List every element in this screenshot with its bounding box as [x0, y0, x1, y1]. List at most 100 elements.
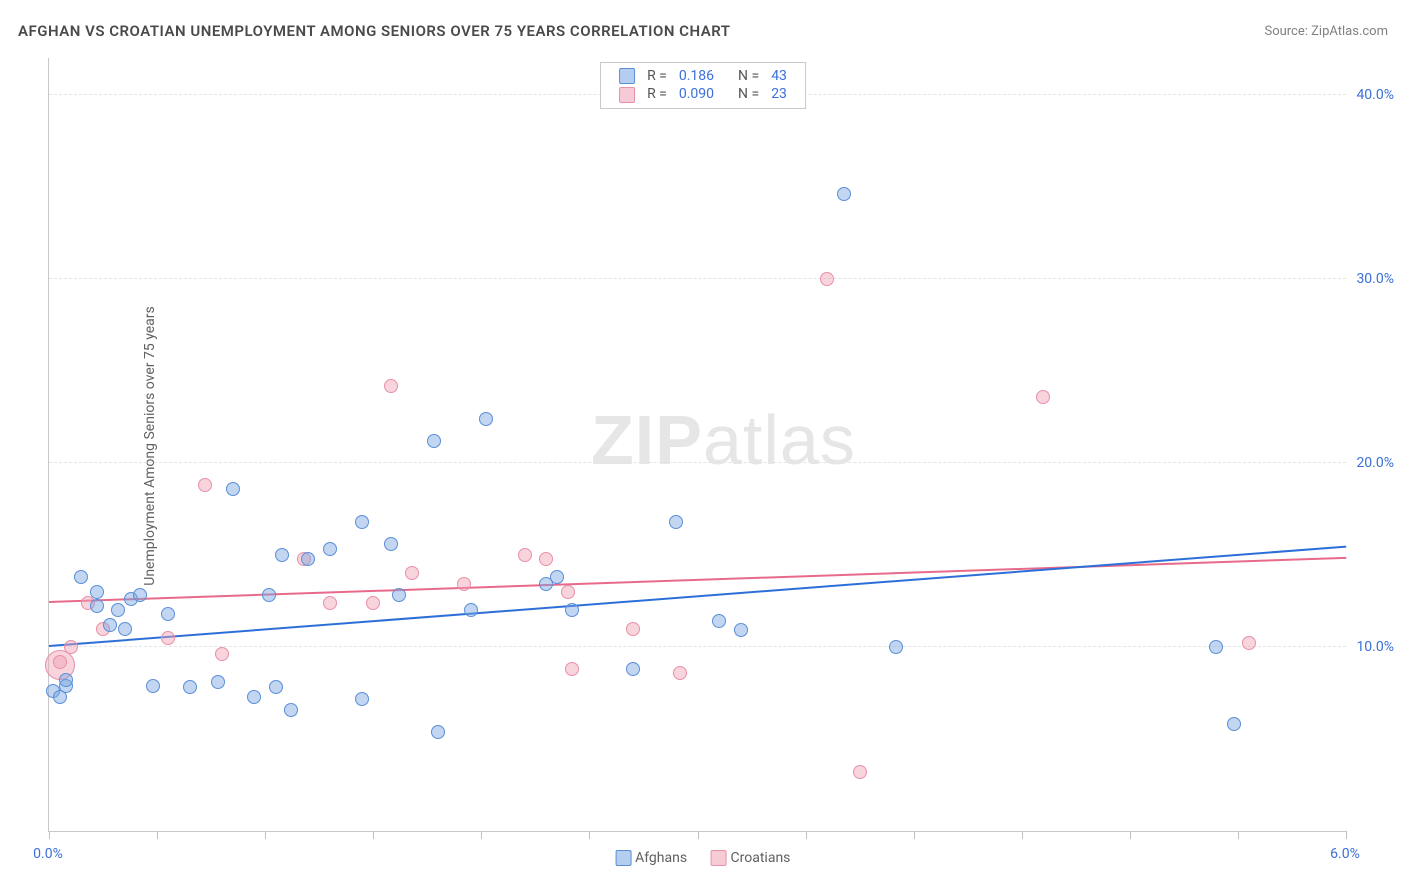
x-tick — [1130, 831, 1131, 839]
x-tick — [1346, 831, 1347, 839]
x-tick — [698, 831, 699, 839]
gridline — [49, 646, 1346, 647]
legend-label: Afghans — [635, 850, 687, 866]
data-point-blue — [1227, 717, 1241, 731]
data-point-pink — [853, 765, 867, 779]
data-point-blue — [301, 552, 315, 566]
header: AFGHAN VS CROATIAN UNEMPLOYMENT AMONG SE… — [18, 22, 1388, 40]
data-point-pink — [366, 596, 380, 610]
r-label: R = — [641, 85, 673, 103]
x-tick-label: 6.0% — [1330, 846, 1360, 862]
data-point-pink — [384, 379, 398, 393]
correlation-stats-box: R = 0.186 N = 43 R = 0.090 N = 23 — [600, 62, 806, 109]
data-point-blue — [226, 482, 240, 496]
y-tick-label: 30.0% — [1356, 271, 1394, 287]
gridline — [49, 462, 1346, 463]
data-point-blue — [355, 515, 369, 529]
data-point-blue — [284, 703, 298, 717]
gridline — [49, 278, 1346, 279]
data-point-blue — [269, 680, 283, 694]
legend-item-croatians: Croatians — [711, 850, 790, 866]
stats-row-croatians: R = 0.090 N = 23 — [613, 85, 793, 103]
data-point-blue — [111, 603, 125, 617]
data-point-blue — [103, 618, 117, 632]
data-point-blue — [550, 570, 564, 584]
data-point-blue — [90, 585, 104, 599]
data-point-pink — [198, 478, 212, 492]
data-point-pink — [405, 566, 419, 580]
x-tick — [1022, 831, 1023, 839]
n-label: N = — [732, 85, 765, 103]
x-tick — [157, 831, 158, 839]
legend: Afghans Croatians — [616, 850, 791, 866]
x-tick — [265, 831, 266, 839]
data-point-blue — [889, 640, 903, 654]
data-point-blue — [464, 603, 478, 617]
data-point-blue — [146, 679, 160, 693]
data-point-pink — [518, 548, 532, 562]
data-point-pink — [561, 585, 575, 599]
r-value-afghans: 0.186 — [673, 67, 720, 85]
legend-label: Croatians — [731, 850, 791, 866]
data-point-blue — [1209, 640, 1223, 654]
data-point-pink — [215, 647, 229, 661]
data-point-blue — [669, 515, 683, 529]
x-tick — [589, 831, 590, 839]
data-point-blue — [211, 675, 225, 689]
n-value-croatians: 23 — [765, 85, 793, 103]
data-point-blue — [133, 588, 147, 602]
swatch-afghans — [616, 850, 632, 866]
data-point-pink — [53, 655, 67, 669]
data-point-blue — [90, 599, 104, 613]
data-point-blue — [479, 412, 493, 426]
x-tick — [914, 831, 915, 839]
y-tick-label: 10.0% — [1356, 639, 1394, 655]
r-value-croatians: 0.090 — [673, 85, 720, 103]
swatch-croatians — [619, 87, 635, 103]
x-tick-label: 0.0% — [33, 846, 63, 862]
x-tick — [373, 831, 374, 839]
data-point-blue — [626, 662, 640, 676]
data-point-pink — [1036, 390, 1050, 404]
data-point-blue — [161, 607, 175, 621]
data-point-blue — [355, 692, 369, 706]
x-tick — [49, 831, 50, 839]
y-tick-label: 40.0% — [1356, 87, 1394, 103]
data-point-pink — [64, 640, 78, 654]
x-tick — [806, 831, 807, 839]
data-point-pink — [1242, 636, 1256, 650]
data-point-blue — [323, 542, 337, 556]
data-point-blue — [837, 187, 851, 201]
source-attribution: Source: ZipAtlas.com — [1264, 24, 1388, 39]
data-point-pink — [539, 552, 553, 566]
data-point-blue — [247, 690, 261, 704]
data-point-pink — [565, 662, 579, 676]
data-point-pink — [820, 272, 834, 286]
data-point-pink — [673, 666, 687, 680]
n-label: N = — [732, 67, 765, 85]
data-point-blue — [384, 537, 398, 551]
x-tick — [481, 831, 482, 839]
r-label: R = — [641, 67, 673, 85]
data-point-blue — [59, 673, 73, 687]
data-point-pink — [161, 631, 175, 645]
data-point-blue — [565, 603, 579, 617]
x-tick — [1238, 831, 1239, 839]
data-point-pink — [626, 622, 640, 636]
plot-area — [49, 58, 1346, 831]
chart-title: AFGHAN VS CROATIAN UNEMPLOYMENT AMONG SE… — [18, 22, 731, 40]
data-point-blue — [183, 680, 197, 694]
data-point-pink — [457, 577, 471, 591]
data-point-blue — [118, 622, 132, 636]
data-point-blue — [262, 588, 276, 602]
data-point-blue — [431, 725, 445, 739]
y-tick-label: 20.0% — [1356, 455, 1394, 471]
data-point-blue — [275, 548, 289, 562]
legend-item-afghans: Afghans — [616, 850, 687, 866]
data-point-blue — [712, 614, 726, 628]
scatter-plot: ZIPatlas — [48, 58, 1346, 832]
swatch-croatians — [711, 850, 727, 866]
data-point-blue — [427, 434, 441, 448]
stats-row-afghans: R = 0.186 N = 43 — [613, 67, 793, 85]
data-point-blue — [74, 570, 88, 584]
